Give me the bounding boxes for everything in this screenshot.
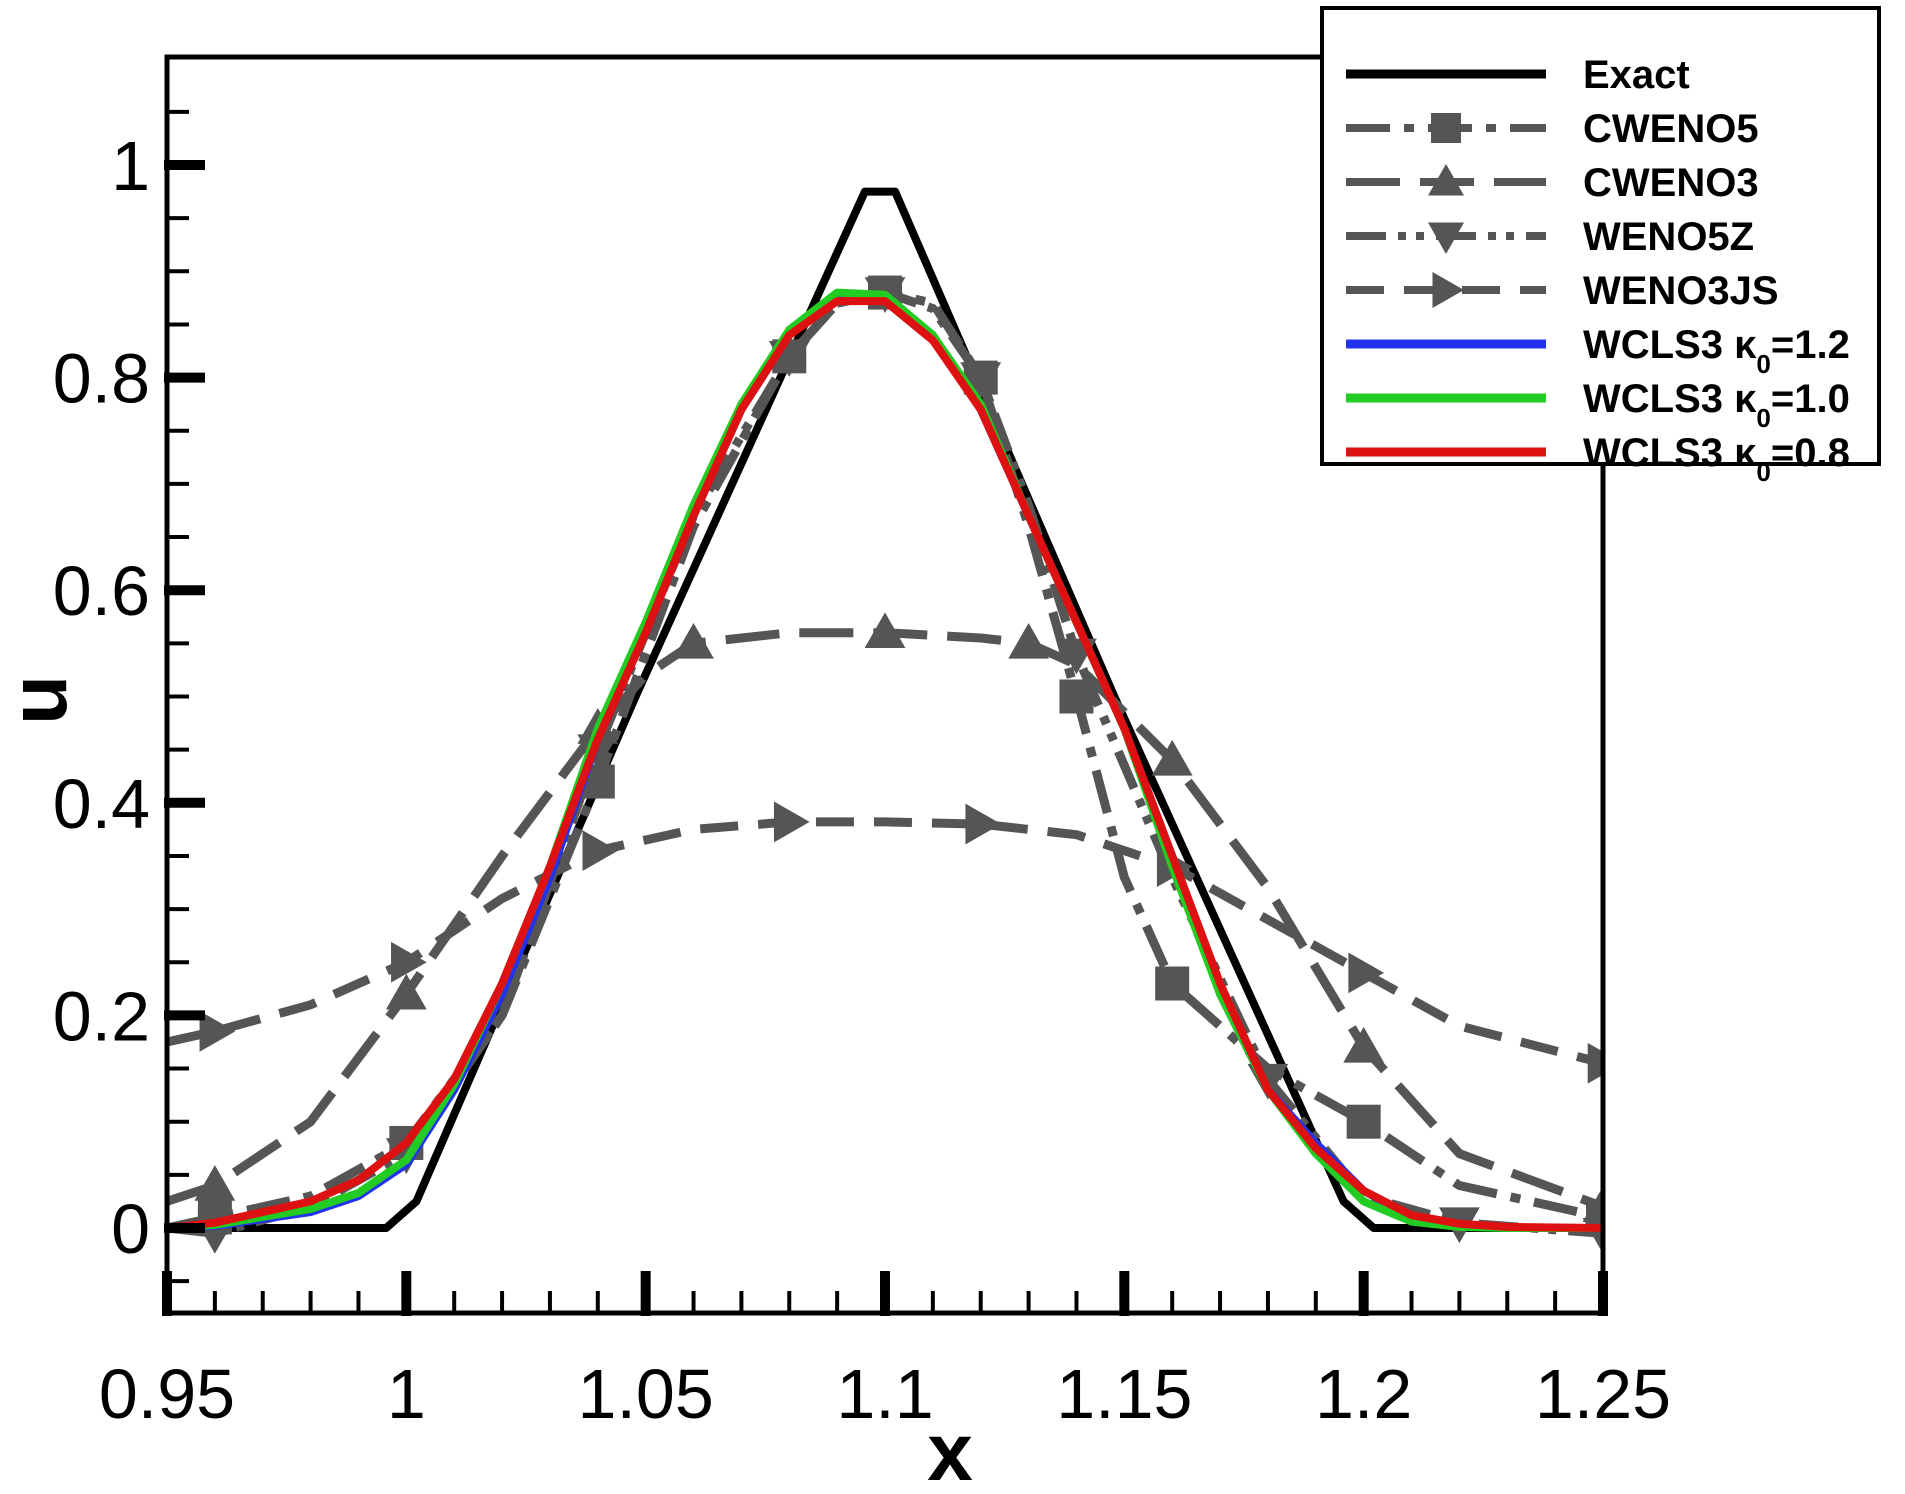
x-tick-label: 1.1	[836, 1355, 933, 1433]
series-wcls3-0-0-8	[167, 297, 1603, 1232]
x-axis-title: x	[927, 1407, 973, 1494]
legend-label: WENO3JS	[1583, 269, 1779, 313]
x-tick-label: 1.25	[1535, 1355, 1671, 1433]
series-marker	[199, 1010, 236, 1052]
series-marker	[864, 612, 906, 649]
series-layer	[167, 187, 1603, 1254]
x-tick-label: 1.15	[1056, 1355, 1192, 1433]
series-marker	[965, 803, 1002, 845]
series-marker	[1346, 1104, 1381, 1139]
series-marker	[577, 734, 619, 771]
series-line	[167, 817, 1603, 1068]
series-line	[167, 187, 1603, 1232]
y-tick-label: 0.8	[53, 340, 150, 418]
y-tick-label: 0.6	[53, 552, 150, 630]
series-marker	[1428, 164, 1464, 196]
series-line	[167, 628, 1603, 1211]
legend-entry: WENO3JS	[1346, 269, 1779, 313]
x-tick-label: 1	[387, 1355, 426, 1433]
y-tick-labels: 0 0.2 0.4 0.6 0.8 1	[53, 127, 150, 1268]
series-marker	[773, 801, 810, 843]
legend-entry: CWENO5	[1346, 107, 1759, 151]
legend-entry: CWENO3	[1346, 161, 1759, 205]
series-line	[167, 288, 1603, 1232]
x-tick-label: 0.95	[99, 1355, 235, 1433]
series-marker	[1008, 622, 1049, 659]
y-tick-label: 0.2	[53, 977, 150, 1055]
y-axis-title: u	[0, 675, 84, 725]
legend-label: CWENO3	[1583, 161, 1759, 205]
x-tick-labels: 0.95 1 1.05 1.1 1.15 1.2 1.25	[99, 1355, 1671, 1433]
series-marker	[582, 830, 619, 872]
series-cweno3	[167, 612, 1603, 1223]
series-weno3js	[167, 801, 1603, 1084]
series-marker	[1432, 272, 1464, 308]
series-marker	[1151, 739, 1193, 776]
legend-label: CWENO5	[1583, 107, 1759, 151]
y-tick-label: 0.4	[53, 765, 150, 843]
series-marker	[1348, 952, 1385, 994]
legend-entry: Exact	[1346, 53, 1690, 97]
legend-label: WENO5Z	[1583, 215, 1754, 259]
x-tick-label: 1.2	[1315, 1355, 1412, 1433]
series-exact	[167, 187, 1603, 1232]
minor-ticks	[167, 109, 1558, 1313]
legend-entry: WENO5Z	[1346, 215, 1754, 259]
x-tick-label: 1.05	[578, 1355, 714, 1433]
series-marker	[1343, 1026, 1385, 1063]
series-marker	[1587, 1042, 1603, 1084]
series-wcls3-0-1-0	[167, 288, 1603, 1232]
series-marker	[960, 362, 1002, 398]
series-marker	[391, 941, 427, 983]
legend-box	[1320, 6, 1881, 466]
series-marker	[1431, 113, 1461, 143]
y-tick-label: 1	[111, 127, 150, 205]
series-marker	[673, 622, 714, 659]
series-marker	[194, 1165, 236, 1201]
series-marker	[1155, 966, 1190, 1001]
major-ticks	[162, 160, 1608, 1316]
legend-label: Exact	[1583, 53, 1690, 97]
series-marker	[1428, 222, 1464, 254]
series-line	[167, 297, 1603, 1232]
series-marker	[385, 973, 427, 1010]
y-tick-label: 0	[111, 1190, 150, 1268]
